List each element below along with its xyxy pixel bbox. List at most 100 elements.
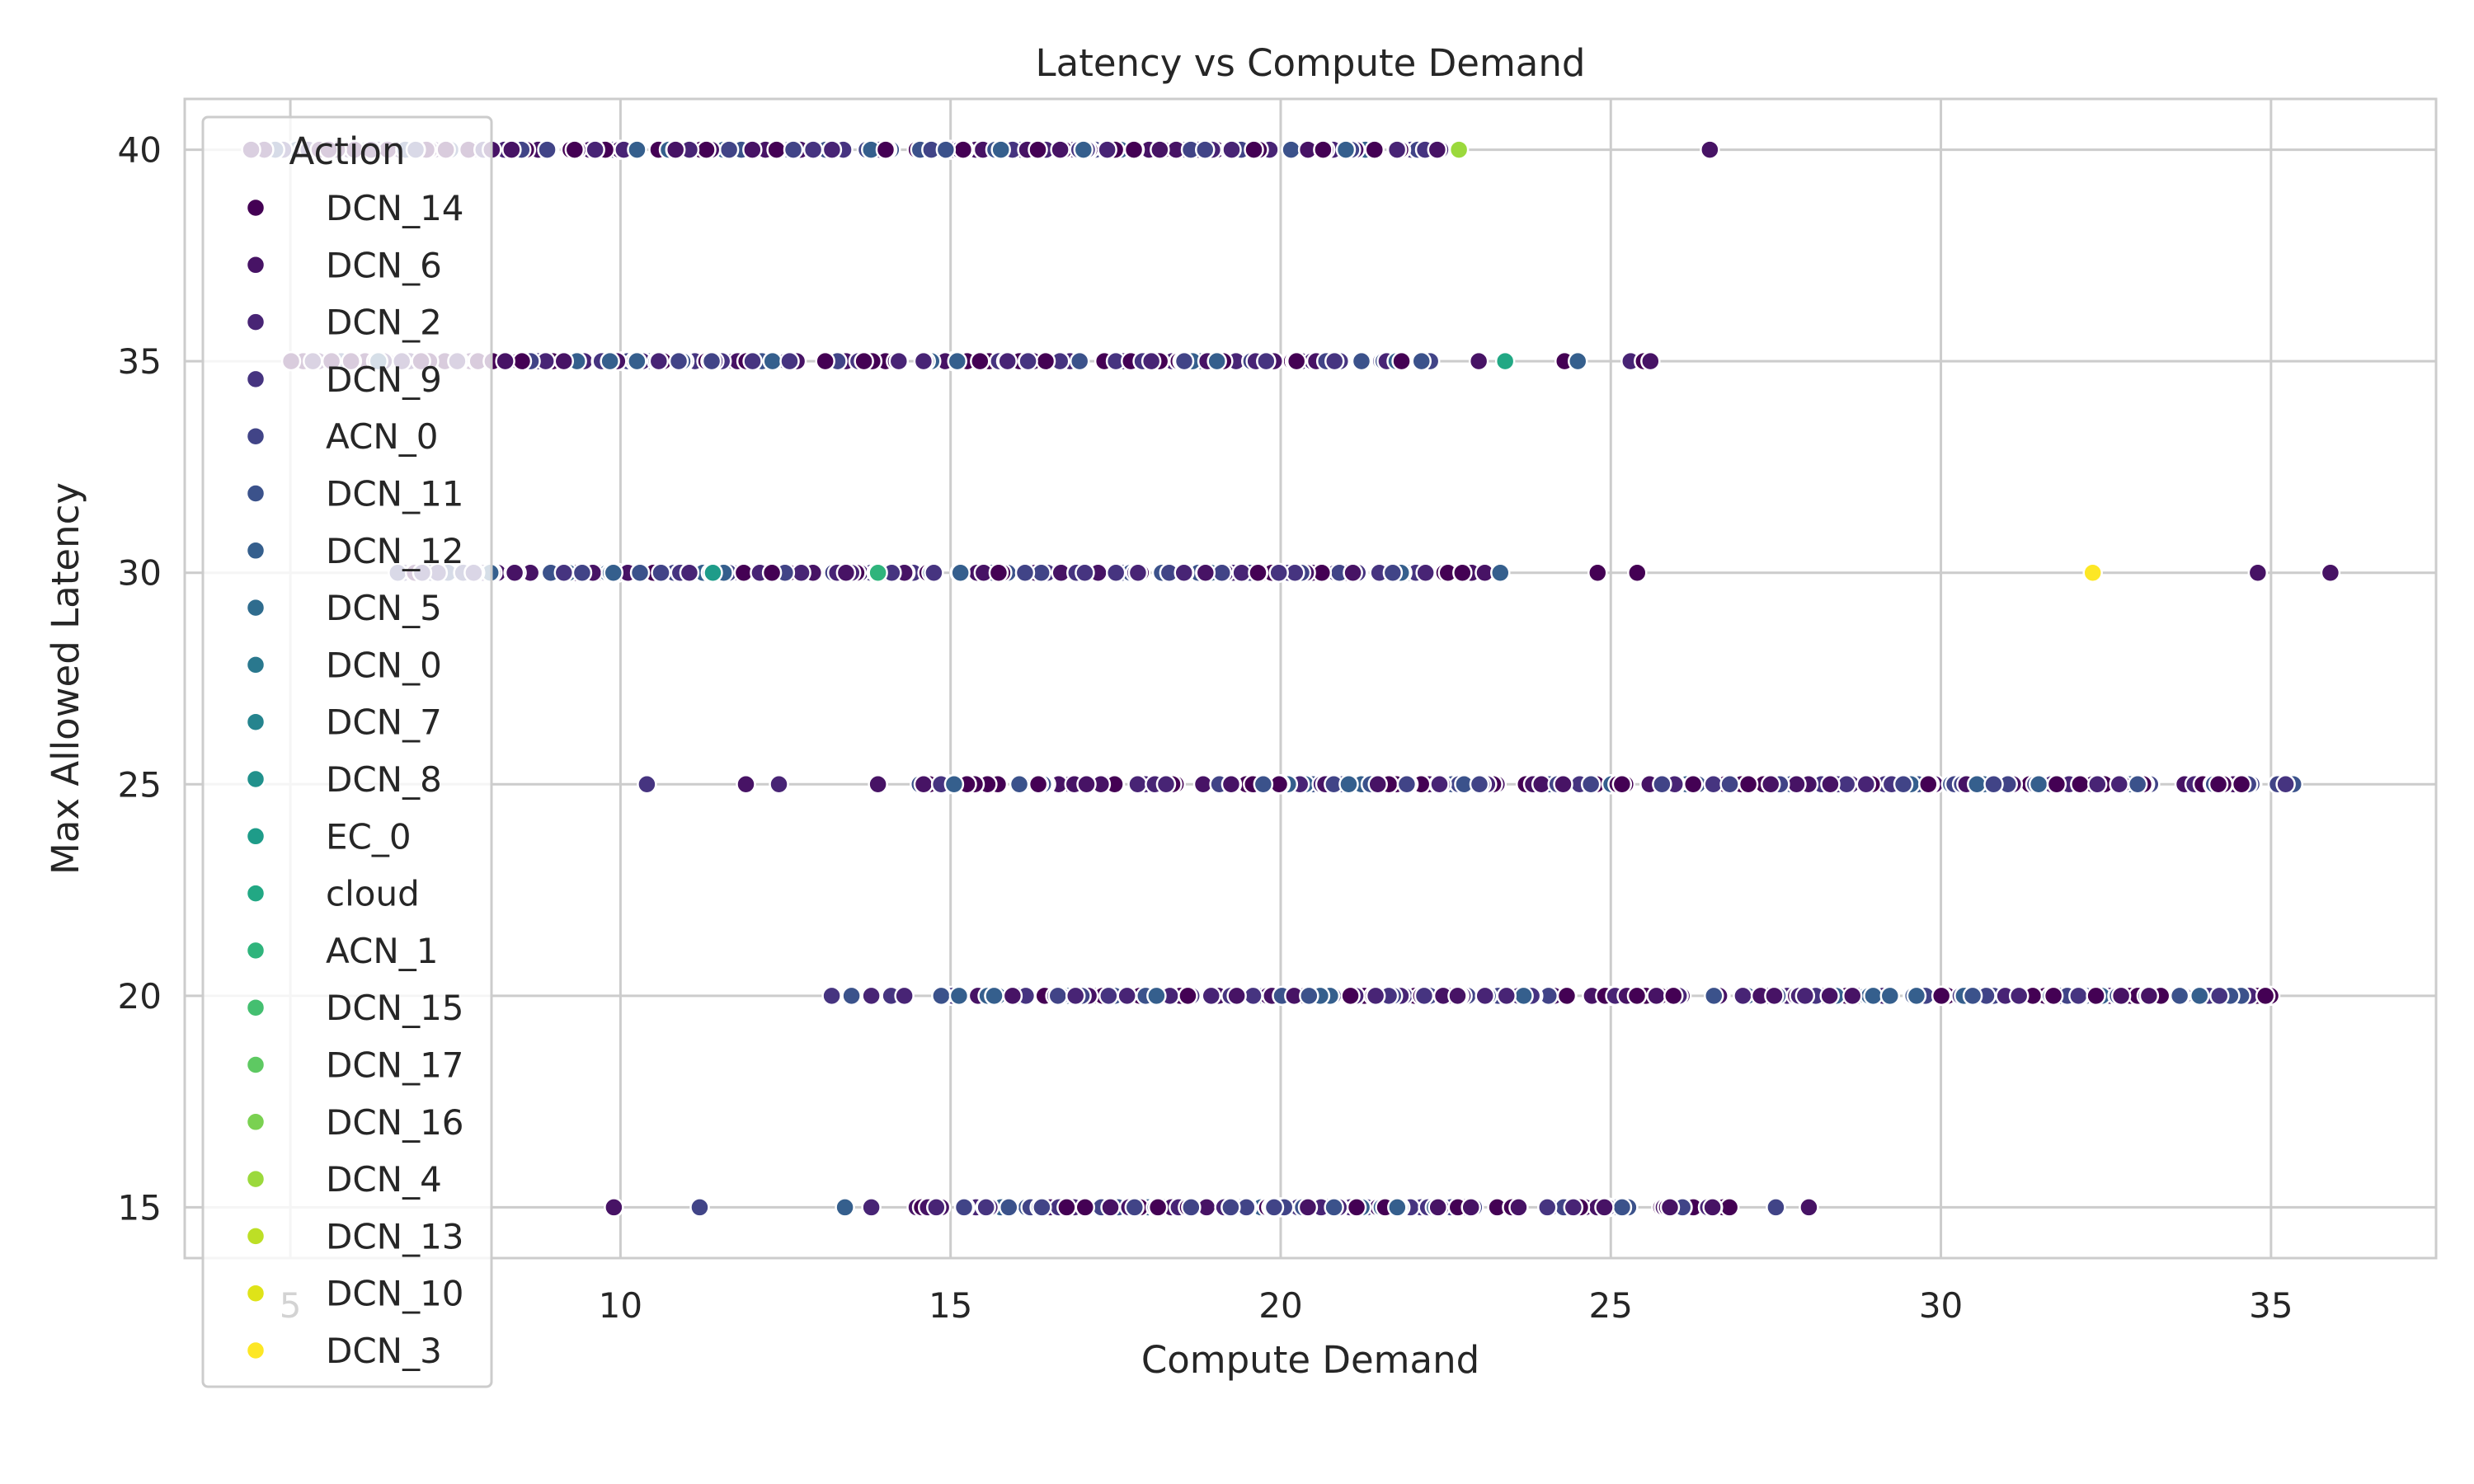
- x-tick-labels: 5101520253035: [280, 1285, 2293, 1326]
- data-point: [1738, 774, 1759, 795]
- data-point: [1324, 1197, 1344, 1218]
- data-point: [736, 774, 756, 795]
- data-point: [1076, 774, 1097, 795]
- y-tick-label: 30: [118, 553, 162, 594]
- x-tick-label: 30: [1919, 1285, 1963, 1326]
- data-point: [1448, 139, 1470, 160]
- data-point: [888, 350, 910, 372]
- data-point: [1253, 774, 1274, 795]
- legend-marker: [245, 1111, 266, 1133]
- data-point: [841, 985, 862, 1007]
- legend-marker: [245, 369, 266, 390]
- data-point: [1494, 350, 1516, 372]
- data-point: [875, 139, 896, 160]
- data-point: [769, 774, 789, 795]
- x-tick-label: 35: [2249, 1285, 2293, 1326]
- data-point: [1364, 139, 1385, 160]
- legend-marker: [245, 1283, 266, 1303]
- data-point: [1536, 1197, 1558, 1218]
- data-point: [2189, 985, 2210, 1007]
- data-point: [1343, 562, 1363, 583]
- data-point: [1879, 985, 1901, 1007]
- data-point: [2046, 774, 2067, 795]
- y-tick-label: 35: [118, 341, 162, 382]
- data-point: [2008, 985, 2030, 1007]
- y-tick-label: 40: [118, 130, 162, 171]
- data-point: [1221, 1197, 1241, 1218]
- data-point: [821, 139, 843, 160]
- legend-label: ACN_0: [326, 416, 438, 457]
- data-point: [1652, 774, 1672, 795]
- data-point: [1155, 774, 1177, 795]
- data-point: [1028, 139, 1048, 160]
- data-point: [1447, 985, 1468, 1007]
- x-tick-label: 25: [1589, 1285, 1633, 1326]
- legend-label: DCN_10: [326, 1274, 464, 1314]
- data-point: [2138, 985, 2160, 1007]
- data-point: [585, 139, 605, 160]
- data-point: [2127, 774, 2148, 795]
- data-point: [1387, 1197, 1408, 1218]
- data-point: [1127, 774, 1148, 795]
- data-point: [1460, 1197, 1481, 1218]
- legend-label: cloud: [326, 874, 420, 914]
- data-point: [1396, 774, 1418, 795]
- data-point: [1181, 1197, 1202, 1218]
- data-point: [2209, 985, 2230, 1007]
- data-point: [766, 139, 787, 160]
- data-point: [1700, 139, 1720, 160]
- data-point: [1174, 350, 1195, 372]
- legend-marker: [245, 1054, 266, 1075]
- data-point: [1201, 985, 1221, 1007]
- data-point: [1178, 985, 1198, 1007]
- data-point: [1028, 774, 1049, 795]
- data-point: [564, 139, 586, 160]
- data-point: [783, 139, 804, 160]
- x-axis-label: Compute Demand: [1141, 1338, 1479, 1382]
- data-point: [1206, 350, 1227, 372]
- y-tick-label: 20: [118, 976, 162, 1017]
- data-point: [1147, 1197, 1169, 1218]
- data-point: [952, 139, 974, 160]
- data-point: [1931, 985, 1952, 1007]
- data-point: [2275, 774, 2296, 795]
- x-tick-label: 10: [599, 1285, 642, 1326]
- data-point: [1047, 985, 1069, 1007]
- data-point: [1640, 350, 1661, 372]
- data-point: [950, 562, 971, 583]
- data-point: [997, 350, 1018, 372]
- data-point: [2109, 774, 2130, 795]
- data-point: [1032, 1197, 1052, 1218]
- data-point: [970, 350, 990, 372]
- data-point: [988, 562, 1009, 583]
- data-point: [1050, 139, 1070, 160]
- data-point: [2255, 985, 2276, 1007]
- data-point: [1799, 1197, 1819, 1218]
- data-point: [1702, 1197, 1723, 1218]
- legend-label: ACN_1: [326, 931, 438, 971]
- data-point: [1117, 985, 1137, 1007]
- data-point: [1075, 1197, 1096, 1218]
- data-point: [742, 139, 763, 160]
- data-point: [835, 562, 857, 583]
- data-point: [1766, 1197, 1786, 1218]
- legend-marker: [245, 940, 266, 961]
- data-point: [1123, 139, 1145, 160]
- legend-marker: [245, 711, 266, 732]
- data-point: [2082, 562, 2103, 583]
- legend-label: DCN_7: [326, 702, 442, 743]
- data-point: [984, 985, 1004, 1007]
- legend-marker: [245, 197, 266, 218]
- data-point: [1100, 1197, 1121, 1218]
- data-point: [718, 139, 740, 160]
- legend-marker: [245, 312, 266, 332]
- data-point: [1146, 985, 1167, 1007]
- data-point: [1563, 1197, 1584, 1218]
- data-point: [1018, 350, 1038, 372]
- data-point: [1069, 350, 1090, 372]
- data-point: [821, 985, 842, 1007]
- data-point: [627, 139, 647, 160]
- y-tick-label: 15: [118, 1187, 162, 1228]
- data-point: [1490, 562, 1511, 583]
- data-point: [637, 774, 657, 795]
